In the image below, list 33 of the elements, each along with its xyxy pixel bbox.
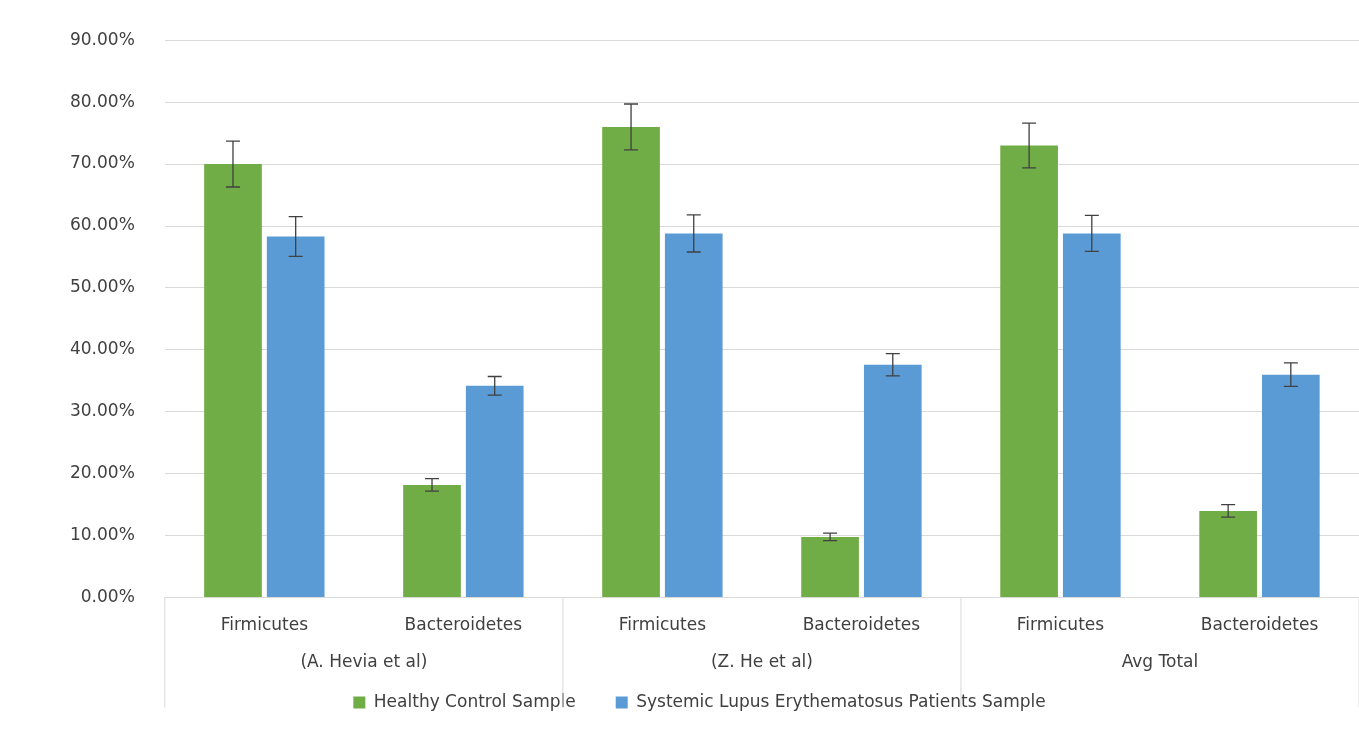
bar — [403, 484, 461, 598]
y-tick-label: 90.00% — [69, 28, 135, 49]
bar — [204, 164, 262, 598]
y-tick-label: 20.00% — [69, 462, 135, 483]
y-tick-label: 40.00% — [69, 338, 135, 359]
bar — [1199, 510, 1257, 598]
bar — [1062, 233, 1121, 598]
text: (Z. He et al) — [710, 651, 813, 672]
x-tick-label: Bacteroidetes — [404, 614, 523, 635]
x-tick-label: Bacteroidetes — [802, 614, 921, 635]
x-tick-label: Firmicutes — [220, 614, 309, 635]
bar — [664, 233, 723, 598]
legend-label: Healthy Control Sample — [373, 690, 576, 711]
bar — [1261, 374, 1320, 598]
bar — [1000, 145, 1058, 598]
bar — [801, 536, 859, 598]
bar — [602, 126, 660, 598]
bar — [266, 236, 325, 598]
y-tick-label: 70.00% — [69, 152, 135, 173]
bar — [465, 385, 524, 598]
legend-label: Systemic Lupus Erythematosus Patients Sample — [636, 690, 1046, 711]
y-tick-label: 10.00% — [69, 524, 135, 545]
y-tick-label: 50.00% — [69, 276, 135, 297]
x-tick-label: Firmicutes — [1016, 614, 1105, 635]
y-tick-label: 30.00% — [69, 400, 135, 421]
x-tick-label: Bacteroidetes — [1200, 614, 1319, 635]
bar — [863, 364, 922, 598]
y-tick-label: 60.00% — [69, 214, 135, 235]
x-tick-label: Firmicutes — [618, 614, 707, 635]
text: Avg Total — [1121, 651, 1199, 672]
y-tick-label: 80.00% — [69, 90, 135, 111]
y-tick-label: 0.00% — [80, 586, 135, 607]
text: (A. Hevia et al) — [300, 651, 428, 672]
